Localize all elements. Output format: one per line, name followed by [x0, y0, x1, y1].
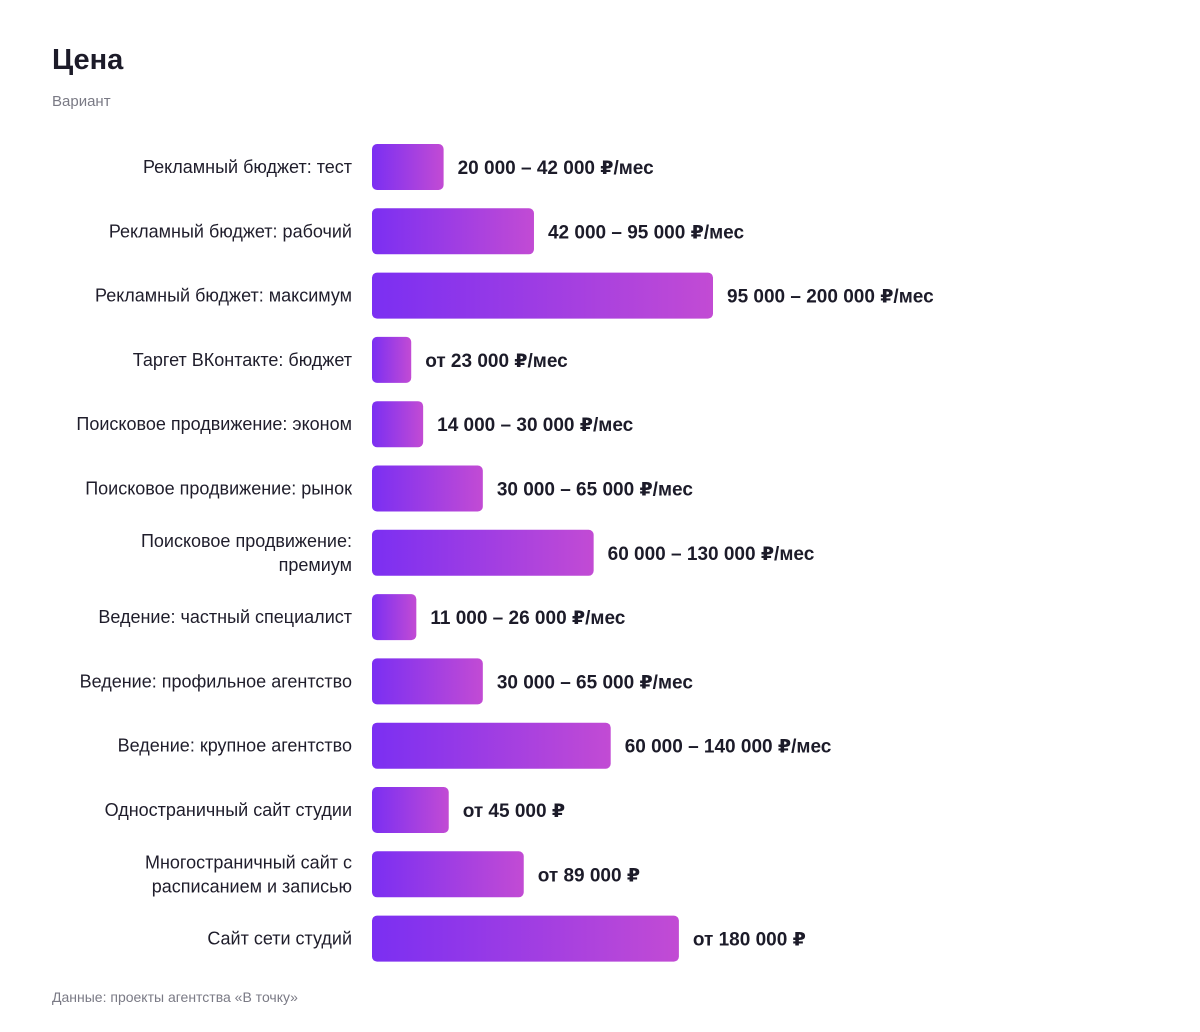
category-label-line: Сайт сети студий	[207, 929, 352, 949]
category-label-line: Таргет ВКонтакте: бюджет	[133, 350, 352, 370]
bar	[372, 787, 449, 833]
bar	[372, 529, 594, 576]
category-label: Ведение: профильное агентство	[80, 671, 352, 691]
bar-row: Ведение: профильное агентство 30 000 – 65…	[80, 658, 694, 705]
value-label: 60 000 – 130 000 ₽/мес	[608, 544, 815, 565]
bar-row: Рекламный бюджет: рабочий 42 000 – 95 000…	[109, 208, 745, 255]
category-label: Многостраничный сайт с расписанием и запи…	[145, 852, 352, 896]
bar	[372, 208, 534, 255]
category-label: Одностраничный сайт студии	[105, 800, 352, 820]
category-label: Поисковое продвижение: эконом	[76, 414, 352, 434]
bar-row: Поисковое продвижение: премиум 60 000 – 13…	[141, 529, 815, 576]
category-label: Таргет ВКонтакте: бюджет	[133, 350, 352, 370]
value-label: 14 000 – 30 000 ₽/мес	[437, 415, 634, 436]
value-label: от 23 000 ₽/мес	[425, 351, 568, 372]
bar-row: Поисковое продвижение: рынок 30 000 – 65 …	[85, 465, 694, 512]
category-label: Рекламный бюджет: тест	[143, 157, 352, 177]
bar	[372, 272, 713, 319]
category-label-line: Поисковое продвижение: рынок	[85, 479, 352, 499]
bar-row: Рекламный бюджет: тест 20 000 – 42 000 ₽/…	[143, 144, 654, 190]
value-label: 60 000 – 140 000 ₽/мес	[625, 737, 832, 758]
value-label: от 45 000 ₽	[463, 801, 565, 822]
category-label-line: Рекламный бюджет: тест	[143, 157, 352, 177]
category-label: Рекламный бюджет: рабочий	[109, 221, 352, 241]
value-label: 11 000 – 26 000 ₽/мес	[430, 608, 625, 629]
category-label: Ведение: частный специалист	[98, 607, 352, 627]
category-label-line: Ведение: крупное агентство	[118, 736, 352, 756]
category-label-line: Одностраничный сайт студии	[105, 800, 352, 820]
category-label: Поисковое продвижение: рынок	[85, 479, 352, 499]
bar-row: Многостраничный сайт с расписанием и запи…	[145, 851, 640, 898]
bar	[372, 915, 679, 962]
data-source-note: Данные: проекты агентства «В точку»	[52, 989, 298, 1005]
category-label: Сайт сети студий	[207, 929, 352, 949]
bar	[372, 594, 417, 641]
value-label: 42 000 – 95 000 ₽/мес	[548, 222, 745, 243]
bar	[372, 658, 483, 705]
bar-row: Ведение: крупное агентство 60 000 – 140 0…	[118, 722, 832, 769]
chart-title: Цена	[52, 44, 124, 76]
bar-row: Рекламный бюджет: максимум 95 000 – 200 0…	[95, 272, 934, 319]
value-label: от 89 000 ₽	[538, 865, 640, 886]
bar	[372, 851, 524, 898]
category-label-line: Поисковое продвижение:	[141, 531, 352, 551]
category-label-line: Поисковое продвижение: эконом	[76, 414, 352, 434]
bar	[372, 336, 412, 383]
value-label: 95 000 – 200 000 ₽/мес	[727, 287, 934, 308]
value-label: от 180 000 ₽	[693, 930, 806, 951]
category-label-line: Многостраничный сайт с	[145, 852, 352, 872]
bar-row: Таргет ВКонтакте: бюджет от 23 000 ₽/мес	[133, 336, 568, 383]
bar-row: Поисковое продвижение: эконом 14 000 – 30…	[76, 401, 634, 448]
bar	[372, 401, 424, 448]
bar-row: Ведение: частный специалист 11 000 – 26 0…	[98, 594, 626, 641]
bar	[372, 144, 444, 190]
category-label-line: расписанием и записью	[152, 876, 352, 896]
bar	[372, 465, 483, 512]
category-label-line: Ведение: частный специалист	[98, 607, 352, 627]
bar	[372, 722, 611, 769]
value-label: 30 000 – 65 000 ₽/мес	[497, 672, 694, 693]
category-label-line: премиум	[279, 555, 352, 575]
chart-subtitle: Вариант	[52, 93, 111, 110]
category-label: Поисковое продвижение: премиум	[141, 531, 352, 575]
bar-row: Одностраничный сайт студии от 45 000 ₽	[105, 787, 565, 833]
category-label-line: Рекламный бюджет: максимум	[95, 286, 352, 306]
category-label: Ведение: крупное агентство	[118, 736, 352, 756]
value-label: 30 000 – 65 000 ₽/мес	[497, 480, 694, 501]
category-label-line: Рекламный бюджет: рабочий	[109, 221, 352, 241]
category-label: Рекламный бюджет: максимум	[95, 286, 352, 306]
value-label: 20 000 – 42 000 ₽/мес	[458, 158, 655, 179]
bar-row: Сайт сети студий от 180 000 ₽	[207, 915, 806, 962]
category-label-line: Ведение: профильное агентство	[80, 671, 352, 691]
